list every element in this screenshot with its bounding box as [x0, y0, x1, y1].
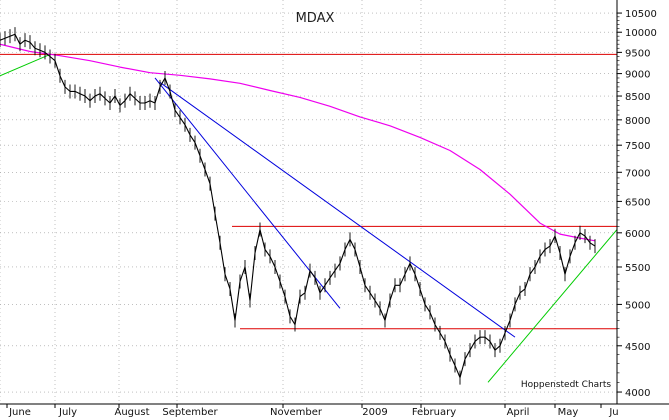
- chart-credit: Hoppenstedt Charts: [521, 380, 612, 390]
- x-tick-label-1: July: [58, 407, 77, 418]
- price-line: [0, 33, 596, 379]
- downtrend-line-0: [154, 77, 341, 309]
- grid: [0, 0, 617, 404]
- y-tick-label-3: 5500: [625, 263, 650, 274]
- x-tick-label-0: June: [8, 407, 31, 418]
- x-tick-label-9: Ju: [608, 407, 618, 418]
- plot-background: [0, 0, 617, 420]
- x-tick-label-6: February: [412, 407, 456, 418]
- x-tick-label-8: May: [558, 407, 579, 418]
- y-tick-label-6: 7000: [625, 168, 650, 179]
- y-tick-label-8: 8000: [625, 116, 650, 127]
- y-tick-label-0: 4000: [625, 388, 650, 399]
- horizontal-levels: [0, 53, 617, 330]
- price-series: [0, 27, 596, 385]
- x-tick-label-2: August: [115, 407, 150, 418]
- y-tick-label-10: 9000: [625, 70, 650, 81]
- y-tick-label-11: 9500: [625, 48, 650, 59]
- uptrend-line-0: [0, 53, 51, 77]
- moving-average: [0, 43, 596, 242]
- y-tick-label-7: 7500: [625, 141, 650, 152]
- uptrend-line-1: [487, 229, 618, 383]
- x-tick-label-7: April: [507, 407, 530, 418]
- y-tick-label-9: 8500: [625, 92, 650, 103]
- y-tick-label-2: 5000: [625, 300, 650, 311]
- y-tick-label-5: 6500: [625, 197, 650, 208]
- downtrend-line-1: [159, 82, 516, 338]
- y-tick-label-4: 6000: [625, 229, 650, 240]
- x-tick-label-5: 2009: [362, 407, 387, 418]
- y-axis-ticks: 4000 4500 5000 5500 6000 6500 7000 7500 8000 8500…: [617, 9, 657, 399]
- x-axis-ticks: June July August September November 2009 Febru…: [6, 404, 619, 418]
- y-tick-label-1: 4500: [625, 342, 650, 353]
- x-tick-label-3: September: [162, 407, 218, 418]
- x-tick-label-4: November: [270, 407, 323, 418]
- y-tick-label-13: 10500: [625, 9, 657, 20]
- trend-lines: [0, 53, 618, 383]
- moving_average-line: [0, 43, 596, 242]
- y-tick-label-12: 10000: [625, 28, 657, 39]
- chart-title: MDAX: [296, 11, 335, 26]
